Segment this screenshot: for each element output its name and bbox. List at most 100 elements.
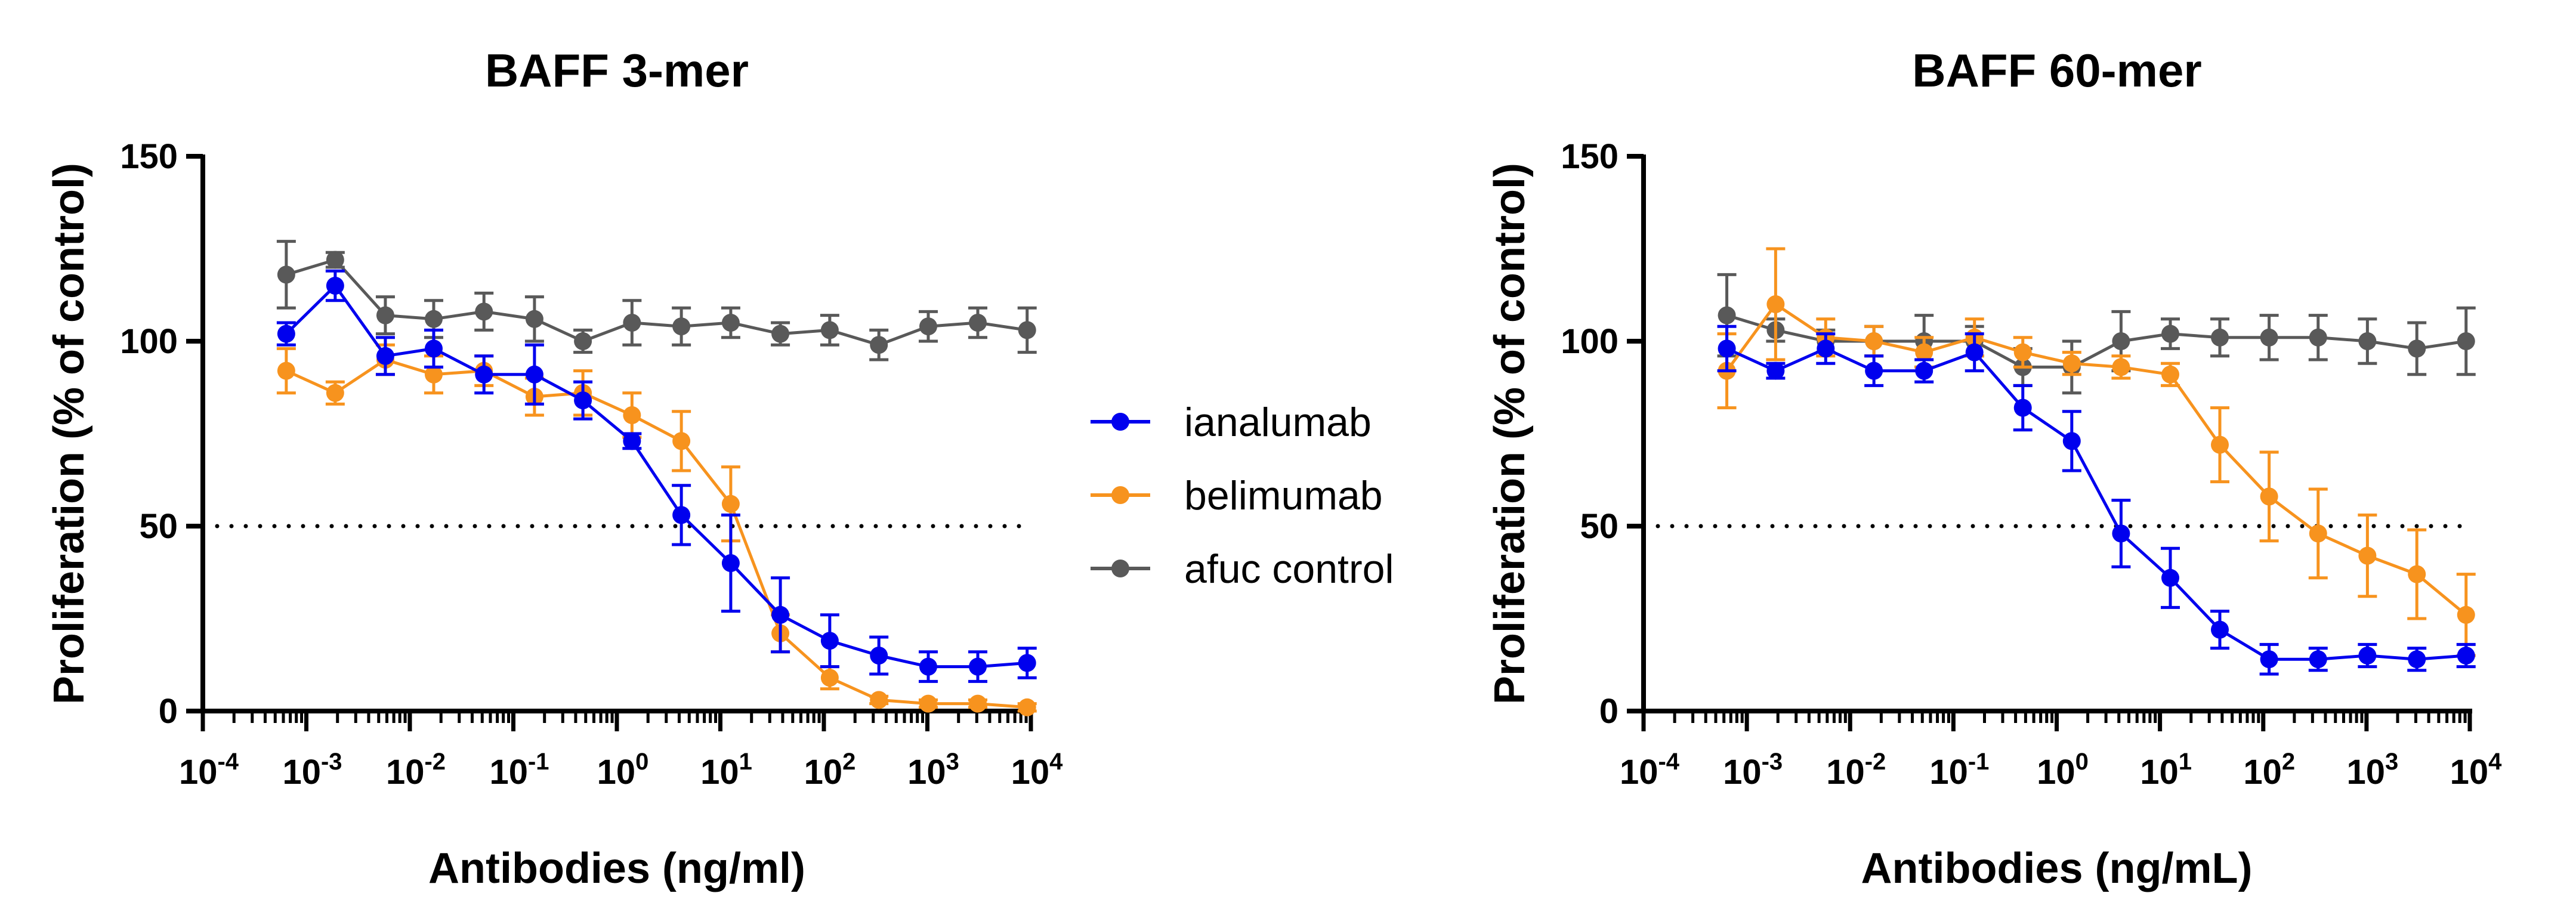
data-point: [525, 365, 543, 384]
x-tick-label: 10-1: [489, 749, 549, 792]
y-axis-label: Proliferation (% of control): [1486, 163, 1534, 704]
data-point: [870, 336, 888, 354]
data-point: [2408, 339, 2426, 358]
x-axis-label: Antibodies (ng/ml): [428, 845, 805, 892]
data-point: [2013, 398, 2032, 417]
chart-title: BAFF 3-mer: [485, 44, 749, 97]
data-point: [2260, 328, 2278, 347]
data-point: [326, 277, 344, 295]
x-tick-label: 104: [1011, 749, 1064, 792]
data-point: [2457, 605, 2475, 624]
legend-item-afuc-control: afuc control: [1091, 546, 1394, 592]
legend-label: belimumab: [1184, 473, 1383, 518]
data-point: [623, 314, 641, 332]
series-line: [285, 284, 1027, 669]
data-point: [2112, 332, 2130, 350]
data-point: [1718, 339, 1736, 358]
data-point: [475, 365, 493, 384]
legend-marker: [1111, 413, 1129, 431]
data-point: [919, 657, 937, 676]
data-point: [870, 647, 888, 665]
data-point: [2062, 432, 2081, 450]
series-line: [286, 258, 1028, 347]
x-tick-label: 10-1: [1929, 749, 1989, 792]
data-point: [2260, 650, 2278, 669]
data-point: [1766, 361, 1785, 380]
data-point: [2161, 365, 2180, 384]
data-point: [2309, 328, 2327, 347]
series-belimumab: [1717, 247, 2476, 657]
series-line: [1726, 347, 2466, 661]
data-point: [1865, 361, 1883, 380]
data-point: [919, 694, 937, 713]
data-point: [870, 691, 888, 709]
data-point: [969, 694, 987, 713]
legend-item-ianalumab: ianalumab: [1091, 400, 1372, 445]
x-tick-label: 10-2: [386, 749, 446, 792]
data-point: [2408, 565, 2426, 583]
data-point: [2309, 650, 2327, 669]
data-point: [326, 384, 344, 402]
data-point: [1865, 332, 1883, 350]
x-tick-label: 104: [2450, 749, 2503, 792]
data-point: [277, 265, 295, 284]
x-tick-label: 10-4: [179, 749, 239, 792]
data-point: [1965, 343, 1984, 361]
chart-panel-baff-3-mer: BAFF 3-mer 0 50 100 150 10-4 10-3 10-2 10-1 100 10…: [45, 44, 1063, 892]
data-point: [1766, 295, 1785, 313]
data-point: [525, 310, 543, 328]
x-tick-label: 102: [804, 749, 856, 792]
legend-marker: [1111, 486, 1129, 504]
data-point: [424, 365, 443, 384]
data-point: [1817, 339, 1835, 358]
y-tick-label: 0: [159, 692, 178, 731]
data-point: [771, 325, 790, 343]
data-point: [2013, 343, 2032, 361]
data-point: [820, 669, 839, 687]
data-point: [1915, 343, 1933, 361]
series-ianalumab: [1717, 325, 2476, 676]
data-point: [820, 321, 839, 339]
data-point: [574, 391, 592, 410]
data-point: [771, 605, 790, 624]
data-point: [2408, 650, 2426, 669]
y-axis-label: Proliferation (% of control): [45, 163, 93, 704]
data-point: [2457, 332, 2475, 350]
data-point: [623, 406, 641, 424]
y-tick-label: 50: [1580, 507, 1619, 546]
data-point: [2112, 524, 2130, 543]
data-point: [623, 432, 641, 450]
y-tick-label: 0: [1599, 692, 1619, 731]
data-point: [2112, 358, 2130, 376]
data-point: [326, 251, 344, 269]
x-tick-label: 102: [2243, 749, 2295, 792]
data-point: [2161, 325, 2180, 343]
data-point: [672, 506, 691, 524]
data-point: [1018, 698, 1036, 716]
data-point: [820, 632, 839, 650]
data-point: [1018, 654, 1036, 672]
data-point: [2260, 487, 2278, 506]
data-point: [2457, 647, 2475, 665]
data-point: [2062, 354, 2081, 373]
data-point: [424, 339, 443, 358]
y-tick-label: 100: [120, 322, 178, 361]
series-line: [1726, 314, 2467, 369]
legend-label: ianalumab: [1184, 400, 1372, 445]
data-point: [376, 347, 394, 365]
data-point: [2161, 568, 2180, 587]
data-point: [2211, 435, 2229, 454]
data-point: [919, 317, 937, 336]
x-axis-label: Antibodies (ng/mL): [1861, 845, 2253, 892]
x-tick-label: 100: [597, 749, 649, 792]
x-tick-label: 103: [2346, 749, 2398, 792]
series-ianalumab: [276, 269, 1037, 683]
y-tick-label: 150: [1561, 137, 1619, 176]
data-point: [2211, 620, 2229, 639]
chart-panel-baff-60-mer: BAFF 60-mer 0 50 100 150 10-4 10-3 10-2 10-1 100 1…: [1486, 44, 2502, 892]
data-point: [376, 306, 394, 325]
data-point: [277, 361, 295, 380]
y-tick-label: 100: [1561, 322, 1619, 361]
data-point: [2211, 328, 2229, 347]
